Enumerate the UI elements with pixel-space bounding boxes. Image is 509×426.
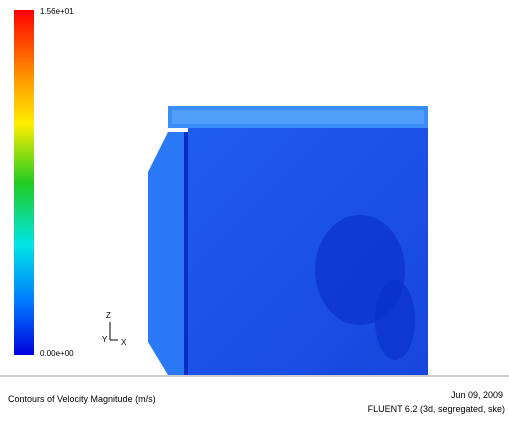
solver-info: FLUENT 6.2 (3d, segregated, ske) bbox=[368, 404, 505, 414]
caption: Contours of Velocity Magnitude (m/s) bbox=[8, 394, 156, 404]
colorbar-max: 1.56e+01 bbox=[40, 7, 74, 16]
fluent-window: 1.56e+01 0.00e+00 Z Y X Contours of Velo… bbox=[0, 0, 509, 426]
date: Jun 09, 2009 bbox=[451, 390, 503, 400]
axis-y: Y bbox=[102, 335, 108, 344]
colorbar bbox=[14, 10, 34, 355]
colorbar-min: 0.00e+00 bbox=[40, 349, 74, 358]
edge bbox=[184, 132, 188, 375]
top-strip-light bbox=[172, 110, 424, 124]
side-face bbox=[148, 132, 186, 375]
axis-z: Z bbox=[106, 311, 111, 320]
low-velocity-region bbox=[375, 280, 415, 360]
axis-x: X bbox=[121, 338, 127, 347]
